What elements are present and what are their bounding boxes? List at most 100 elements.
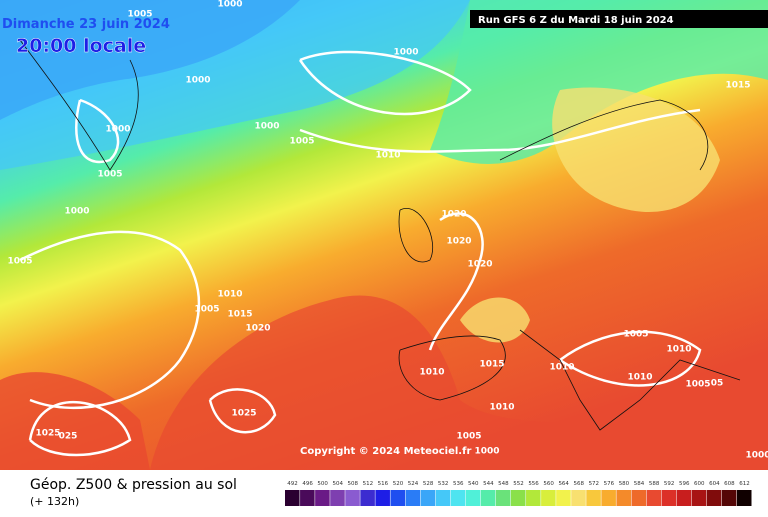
colorbar-label: 492 bbox=[287, 481, 298, 487]
yellow-zone bbox=[460, 297, 530, 343]
colorbar-label: 592 bbox=[664, 481, 675, 487]
isobar-label: 1010 bbox=[375, 151, 400, 161]
footer-lead: (+ 132h) bbox=[30, 495, 79, 508]
isobar-label: 1005 bbox=[685, 380, 710, 390]
colorbar-swatch bbox=[631, 490, 647, 506]
colorbar-swatch bbox=[300, 490, 315, 506]
colorbar-swatch bbox=[526, 490, 541, 506]
colorbar-swatch bbox=[541, 490, 556, 506]
colorbar-swatch bbox=[390, 490, 406, 506]
blue-zone bbox=[0, 0, 300, 120]
isobar-label: 1005 bbox=[456, 432, 481, 442]
colorbar-label: 556 bbox=[528, 481, 539, 487]
colorbar-swatch bbox=[360, 490, 375, 506]
colorbar-swatch bbox=[586, 490, 601, 506]
colorbar-swatch bbox=[646, 490, 662, 506]
run-label: Run GFS 6 Z du Mardi 18 juin 2024 bbox=[478, 15, 674, 26]
colorbar-swatch bbox=[721, 490, 737, 506]
isobar-label: 1005 bbox=[7, 257, 32, 267]
isobar-label: 1020 bbox=[467, 260, 492, 270]
isobar-label: 1010 bbox=[489, 403, 514, 413]
time-title: 20:00 locale bbox=[16, 35, 146, 57]
colorbar-swatch bbox=[330, 490, 345, 506]
colorbar-label: 540 bbox=[468, 481, 479, 487]
green-zone bbox=[430, 0, 768, 164]
date-title: Dimanche 23 juin 2024 bbox=[2, 17, 170, 32]
coastlines bbox=[19, 39, 741, 431]
colorbar-label: 604 bbox=[709, 481, 720, 487]
isobar-label: 1000 bbox=[185, 76, 210, 86]
colorbar-label: 504 bbox=[332, 481, 343, 487]
isobar-label: 1000 bbox=[64, 207, 89, 217]
isobar-label: 025 bbox=[59, 432, 78, 442]
isobar-label: 1000 bbox=[393, 48, 418, 58]
isobar-label: 1010 bbox=[549, 363, 574, 373]
colorbar-swatch bbox=[465, 490, 481, 506]
isobar-label: 1000 bbox=[745, 451, 768, 461]
colorbar-label: 608 bbox=[724, 481, 735, 487]
isobar-label: 1005 bbox=[194, 305, 219, 315]
isobar-label: 1010 bbox=[627, 373, 652, 383]
colorbar-label: 588 bbox=[649, 481, 660, 487]
colorbar-label: 544 bbox=[483, 481, 494, 487]
yellow-zone bbox=[552, 87, 720, 212]
isobar-label: 1010 bbox=[217, 290, 242, 300]
colorbar-swatch bbox=[405, 490, 421, 506]
colorbar-label: 508 bbox=[348, 481, 359, 487]
isobar-label: 05 bbox=[711, 379, 724, 389]
colorbar-swatch bbox=[676, 490, 692, 506]
isobar-label: 1020 bbox=[245, 324, 270, 334]
colorbar-swatch bbox=[616, 490, 631, 506]
isobar-labels: 1005 1000 1000 1000 1015 1000 1000 1005 … bbox=[7, 0, 768, 461]
colorbar-label: 548 bbox=[498, 481, 509, 487]
colorbar-swatch bbox=[450, 490, 466, 506]
colorbar-swatch bbox=[480, 490, 496, 506]
colorbar-label: 536 bbox=[453, 481, 464, 487]
isobar-label: 1020 bbox=[446, 237, 471, 247]
colorbar-label: 552 bbox=[513, 481, 524, 487]
isobar-label: 1005 bbox=[97, 170, 122, 180]
copyright: Copyright © 2024 Meteociel.fr bbox=[300, 446, 471, 457]
colorbar-label: 600 bbox=[694, 481, 705, 487]
isobar-label: 1005 bbox=[127, 10, 152, 20]
colorbar-label: 584 bbox=[634, 481, 645, 487]
colorbar-swatch bbox=[435, 490, 451, 506]
red-zone bbox=[150, 295, 768, 470]
colorbar-label: 580 bbox=[619, 481, 630, 487]
colorbar-label: 560 bbox=[543, 481, 554, 487]
colorbar-label: 532 bbox=[438, 481, 449, 487]
colorbar: 492 496 500 504 508 512 516 520 524 528 532 536 540 5… bbox=[285, 481, 752, 506]
isobar-label: 1025 bbox=[35, 429, 60, 439]
colorbar-label: 612 bbox=[739, 481, 750, 487]
colorbar-label: 524 bbox=[408, 481, 419, 487]
colorbar-swatch bbox=[315, 490, 330, 506]
colorbar-swatch bbox=[420, 490, 436, 506]
colorbar-swatch bbox=[706, 490, 722, 506]
isobar-label: 1010 bbox=[666, 345, 691, 355]
colorbar-label: 516 bbox=[378, 481, 389, 487]
isobar-label: 1025 bbox=[231, 409, 256, 419]
isobar-label: 1005 bbox=[623, 330, 648, 340]
isobar-label: 1010 bbox=[419, 368, 444, 378]
colorbar-label: 496 bbox=[302, 481, 313, 487]
isobar-label: 1000 bbox=[254, 122, 279, 132]
colorbar-label: 564 bbox=[558, 481, 569, 487]
colorbar-swatch bbox=[345, 490, 360, 506]
colorbar-label: 596 bbox=[679, 481, 690, 487]
colorbar-swatch bbox=[375, 490, 390, 506]
colorbar-label: 512 bbox=[363, 481, 374, 487]
run-box bbox=[470, 10, 768, 28]
colorbar-label: 568 bbox=[574, 481, 585, 487]
isobar-label: 1015 bbox=[479, 360, 504, 370]
colorbar-swatch bbox=[736, 490, 752, 506]
isobar-label: 1015 bbox=[227, 310, 252, 320]
colorbar-swatch bbox=[691, 490, 707, 506]
colorbar-swatch bbox=[556, 490, 571, 506]
isobar-label: 1000 bbox=[474, 447, 499, 457]
colorbar-label: 528 bbox=[423, 481, 434, 487]
colorbar-label: 576 bbox=[604, 481, 615, 487]
isobar-label: 1000 bbox=[217, 0, 242, 10]
colorbar-swatch bbox=[601, 490, 616, 506]
footer-title: Géop. Z500 & pression au sol bbox=[30, 477, 237, 493]
